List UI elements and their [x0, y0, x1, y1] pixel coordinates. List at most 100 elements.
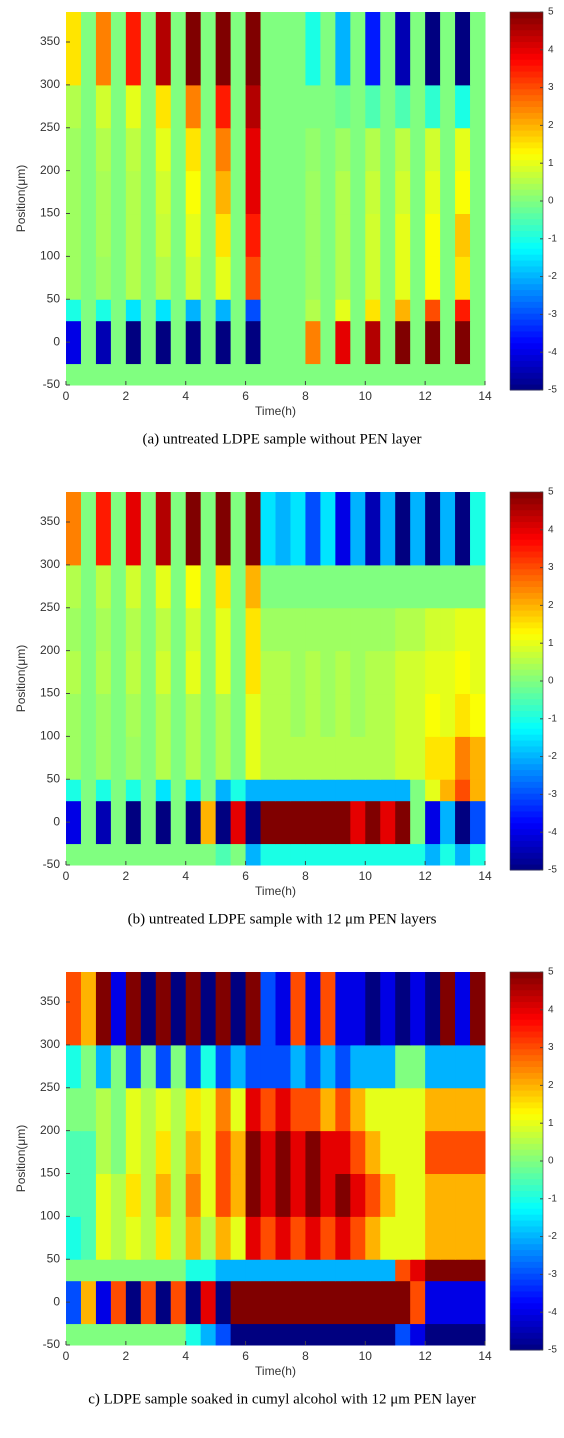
cell [425, 1216, 441, 1260]
cell [425, 492, 441, 566]
cell [125, 564, 142, 609]
y-tick-label: 0 [53, 334, 60, 348]
cell [245, 1044, 262, 1089]
cell [170, 1087, 187, 1132]
colorbar-swatch [510, 88, 543, 96]
y-tick-label: 150 [40, 206, 60, 220]
cell [170, 1280, 187, 1325]
cell [290, 84, 306, 129]
colorbar-swatch [510, 1190, 543, 1197]
cell [350, 1323, 366, 1346]
x-tick-label: 10 [359, 389, 373, 403]
cell [125, 127, 142, 172]
cell [185, 650, 202, 695]
cell [440, 1173, 456, 1217]
cell [95, 12, 112, 86]
cell [470, 800, 486, 845]
x-tick-label: 14 [478, 869, 492, 883]
cell [275, 1259, 291, 1282]
cell [425, 1130, 441, 1175]
caption: (b) untreated LDPE sample with 12 μm PEN… [128, 911, 437, 927]
colorbar-swatch [510, 360, 543, 367]
cell [290, 492, 306, 566]
colorbar-swatch [510, 840, 543, 847]
cell [140, 1280, 157, 1325]
cell [230, 213, 247, 257]
colorbar-swatch [510, 787, 543, 794]
colorbar-swatch [510, 692, 543, 700]
colorbar-swatch [510, 503, 543, 511]
cell [185, 1130, 202, 1175]
colorbar-swatch [510, 307, 543, 314]
cell [335, 492, 351, 566]
cell [350, 607, 366, 652]
cell [335, 1044, 351, 1089]
cell [95, 800, 112, 845]
cell [440, 299, 456, 322]
cell [95, 84, 112, 129]
cell [125, 213, 142, 257]
y-tick-label: 50 [47, 771, 61, 785]
colorbar-tick-label: -1 [548, 713, 557, 724]
cell [200, 320, 217, 365]
cell [455, 1216, 471, 1260]
cell [170, 127, 187, 172]
colorbar-swatch [510, 698, 543, 706]
cell [215, 650, 232, 695]
cell [95, 564, 112, 609]
cell [365, 1216, 381, 1260]
cell [290, 256, 306, 300]
cell [125, 1173, 142, 1217]
cell [140, 363, 157, 386]
cell [380, 1259, 396, 1282]
cell [470, 1087, 486, 1132]
cell [200, 299, 217, 322]
cell [425, 84, 441, 129]
cell [110, 1259, 127, 1282]
cell [66, 256, 82, 300]
colorbar-swatch [510, 1125, 543, 1132]
cell [215, 607, 232, 652]
cell [395, 972, 411, 1046]
cell [66, 1323, 82, 1346]
cell [335, 299, 351, 322]
cell [66, 84, 82, 129]
cell [455, 320, 471, 365]
cell [200, 12, 217, 86]
cell [125, 1130, 142, 1175]
cell [260, 1280, 276, 1325]
cell [245, 972, 262, 1046]
colorbar-swatch [510, 580, 543, 587]
cell [395, 800, 411, 845]
cell [380, 299, 396, 322]
cell [140, 213, 157, 257]
cell [305, 650, 321, 695]
x-tick-label: 10 [359, 869, 373, 883]
cell [305, 256, 321, 300]
cell [170, 492, 187, 566]
cell [66, 843, 82, 866]
colorbar-swatch [510, 47, 543, 54]
colorbar-swatch [510, 1243, 543, 1251]
cell [275, 320, 291, 365]
colorbar-swatch [510, 1107, 543, 1115]
y-axis-label: Position(μm) [14, 1125, 28, 1193]
x-tick-label: 12 [418, 389, 432, 403]
cell [215, 1216, 232, 1260]
cell [260, 693, 276, 737]
cell [185, 492, 202, 566]
colorbar-swatch [510, 1255, 543, 1262]
cell [80, 1044, 97, 1089]
cell [66, 127, 82, 172]
cell [410, 320, 426, 365]
cell [185, 363, 202, 386]
cell [155, 127, 172, 172]
cell [470, 972, 486, 1046]
colorbar-swatch [510, 348, 543, 356]
cell [185, 170, 202, 215]
colorbar-swatch [510, 1101, 543, 1109]
cell [425, 363, 441, 386]
cell [470, 363, 486, 386]
x-tick-label: 14 [478, 389, 492, 403]
colorbar-swatch [510, 834, 543, 841]
